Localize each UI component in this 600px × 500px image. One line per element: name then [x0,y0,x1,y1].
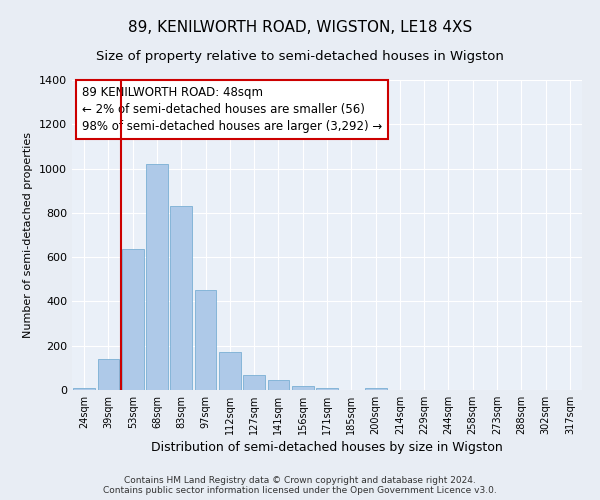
Bar [146,164,168,390]
Bar [219,352,241,390]
Y-axis label: Number of semi-detached properties: Number of semi-detached properties [23,132,34,338]
Bar [268,380,289,390]
X-axis label: Distribution of semi-detached houses by size in Wigston: Distribution of semi-detached houses by … [151,441,503,454]
Bar [194,290,217,390]
Bar [292,386,314,390]
Bar [316,388,338,390]
Text: 89 KENILWORTH ROAD: 48sqm
← 2% of semi-detached houses are smaller (56)
98% of s: 89 KENILWORTH ROAD: 48sqm ← 2% of semi-d… [82,86,382,133]
Text: 89, KENILWORTH ROAD, WIGSTON, LE18 4XS: 89, KENILWORTH ROAD, WIGSTON, LE18 4XS [128,20,472,35]
Bar [365,388,386,390]
Text: Contains HM Land Registry data © Crown copyright and database right 2024.
Contai: Contains HM Land Registry data © Crown c… [103,476,497,495]
Bar [73,388,95,390]
Bar [97,359,119,390]
Text: Size of property relative to semi-detached houses in Wigston: Size of property relative to semi-detach… [96,50,504,63]
Bar [122,250,143,390]
Bar [243,374,265,390]
Bar [170,206,192,390]
